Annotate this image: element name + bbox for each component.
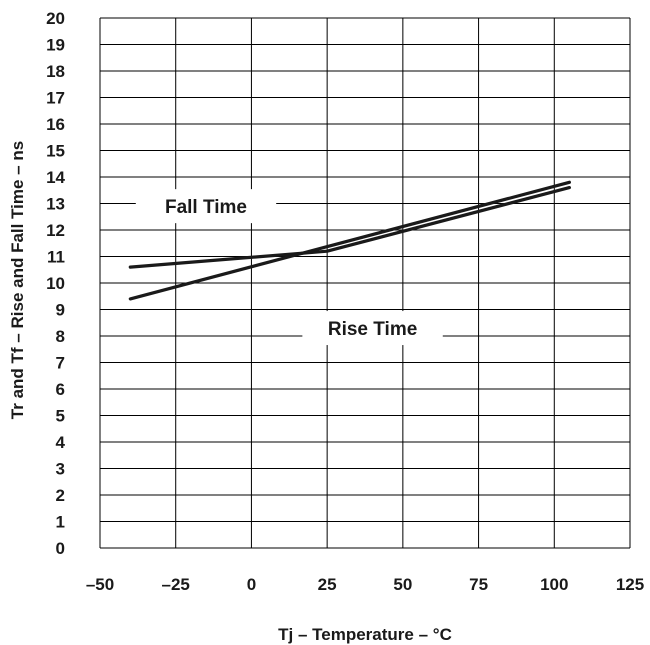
x-tick-label: 25 (318, 575, 337, 594)
y-tick-label: 20 (46, 9, 65, 28)
series-annotations: Fall Time Rise Time (135, 189, 443, 346)
x-tick-label: 100 (540, 575, 568, 594)
y-tick-label: 14 (46, 168, 65, 187)
y-tick-label: 10 (46, 274, 65, 293)
y-tick-label: 3 (56, 460, 65, 479)
y-tick-label: 8 (56, 327, 65, 346)
x-tick-label: 125 (616, 575, 644, 594)
y-tick-label: 18 (46, 62, 65, 81)
y-tick-label: 15 (46, 142, 65, 161)
annotation-backdrop-1 (302, 311, 443, 346)
y-tick-label: 17 (46, 89, 65, 108)
y-tick-label: 0 (56, 539, 65, 558)
x-tick-label: –25 (162, 575, 190, 594)
annotation-label-1: Rise Time (328, 319, 417, 340)
y-tick-label: 2 (56, 486, 65, 505)
y-tick-label: 12 (46, 221, 65, 240)
y-axis-title: Tr and Tf – Rise and Fall Time – ns (8, 141, 27, 419)
y-tick-label: 7 (56, 354, 65, 373)
x-tick-labels: –50 –25 0 25 50 75 100 125 (86, 575, 644, 594)
series-lines (128, 180, 572, 301)
series-line-fall-time (128, 186, 572, 269)
y-tick-label: 19 (46, 36, 65, 55)
annotation-backdrop-0 (135, 189, 277, 224)
y-tick-label: 4 (56, 433, 66, 452)
y-tick-label: 11 (47, 248, 65, 267)
y-tick-label: 9 (56, 301, 65, 320)
y-tick-label: 1 (56, 513, 65, 532)
annotation-label-0: Fall Time (165, 197, 247, 218)
y-tick-label: 6 (56, 380, 65, 399)
x-tick-label: 0 (247, 575, 256, 594)
x-tick-label: –50 (86, 575, 114, 594)
x-tick-label: 50 (393, 575, 412, 594)
grid (99, 17, 631, 549)
x-axis-title: Tj – Temperature – °C (278, 625, 452, 644)
y-tick-label: 13 (46, 195, 65, 214)
series-line-rise-time (128, 180, 572, 301)
x-tick-label: 75 (469, 575, 488, 594)
y-tick-label: 5 (56, 407, 65, 426)
y-tick-label: 16 (46, 115, 65, 134)
